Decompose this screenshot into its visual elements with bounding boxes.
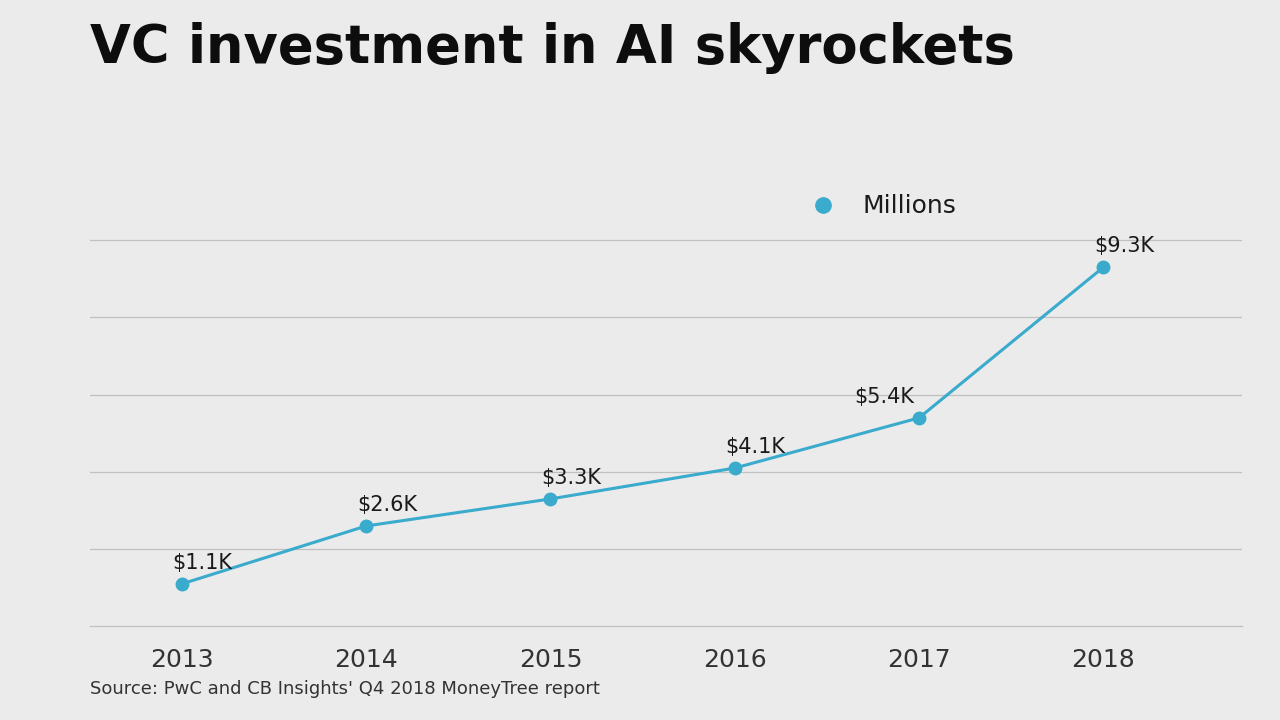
- Point: [540, 493, 561, 505]
- Point: [1093, 261, 1114, 273]
- Text: $1.1K: $1.1K: [173, 553, 233, 573]
- Point: [724, 462, 745, 474]
- Text: VC investment in AI skyrockets: VC investment in AI skyrockets: [90, 22, 1015, 73]
- Point: [356, 521, 376, 532]
- Text: Source: PwC and CB Insights' Q4 2018 MoneyTree report: Source: PwC and CB Insights' Q4 2018 Mon…: [90, 680, 599, 698]
- Point: [909, 412, 929, 423]
- Legend: Millions: Millions: [787, 184, 966, 228]
- Text: $4.1K: $4.1K: [726, 437, 786, 457]
- Text: $3.3K: $3.3K: [541, 468, 602, 488]
- Text: $9.3K: $9.3K: [1094, 236, 1155, 256]
- Text: $2.6K: $2.6K: [357, 495, 417, 516]
- Text: $5.4K: $5.4K: [855, 387, 914, 407]
- Point: [172, 578, 192, 590]
